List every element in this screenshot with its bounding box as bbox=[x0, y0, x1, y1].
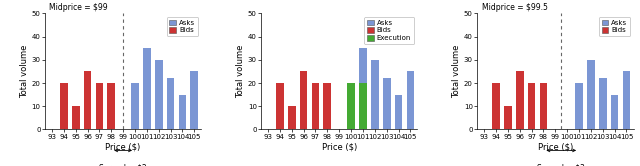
Text: Spread = $2: Spread = $2 bbox=[99, 164, 147, 166]
Bar bbox=[155, 60, 163, 129]
Legend: Asks, Bids: Asks, Bids bbox=[166, 17, 198, 36]
Text: Spread = $3: Spread = $3 bbox=[538, 164, 585, 166]
Bar bbox=[323, 83, 331, 129]
Bar bbox=[575, 83, 583, 129]
Bar bbox=[276, 83, 284, 129]
X-axis label: Price ($): Price ($) bbox=[321, 142, 357, 151]
Bar bbox=[108, 83, 115, 129]
Bar bbox=[179, 95, 186, 129]
Bar bbox=[143, 48, 150, 129]
Bar bbox=[504, 106, 512, 129]
Bar bbox=[60, 83, 68, 129]
Y-axis label: Total volume: Total volume bbox=[20, 45, 29, 98]
Legend: Asks, Bids: Asks, Bids bbox=[599, 17, 630, 36]
Legend: Asks, Bids, Execution: Asks, Bids, Execution bbox=[364, 17, 414, 44]
Bar bbox=[599, 78, 607, 129]
Bar bbox=[288, 106, 296, 129]
Bar bbox=[528, 83, 536, 129]
Bar bbox=[72, 106, 79, 129]
Bar bbox=[406, 71, 414, 129]
Bar bbox=[383, 78, 390, 129]
Bar bbox=[348, 83, 355, 129]
Bar bbox=[300, 71, 307, 129]
Bar bbox=[348, 83, 355, 129]
Bar bbox=[191, 71, 198, 129]
Bar bbox=[611, 95, 618, 129]
Bar bbox=[395, 95, 403, 129]
Bar bbox=[492, 83, 500, 129]
Y-axis label: Total volume: Total volume bbox=[236, 45, 245, 98]
Bar bbox=[623, 71, 630, 129]
Bar bbox=[371, 60, 379, 129]
Bar bbox=[359, 48, 367, 129]
Bar bbox=[587, 60, 595, 129]
Text: Midprice = $99.5: Midprice = $99.5 bbox=[482, 3, 548, 12]
Bar bbox=[166, 78, 175, 129]
Bar bbox=[359, 83, 367, 129]
Bar bbox=[312, 83, 319, 129]
X-axis label: Price ($): Price ($) bbox=[538, 142, 573, 151]
Bar bbox=[84, 71, 92, 129]
Bar bbox=[540, 83, 547, 129]
Bar bbox=[516, 71, 524, 129]
Text: Midprice = $99: Midprice = $99 bbox=[49, 3, 108, 12]
X-axis label: Price ($): Price ($) bbox=[106, 142, 141, 151]
Bar bbox=[95, 83, 103, 129]
Y-axis label: Total volume: Total volume bbox=[452, 45, 461, 98]
Bar bbox=[131, 83, 139, 129]
